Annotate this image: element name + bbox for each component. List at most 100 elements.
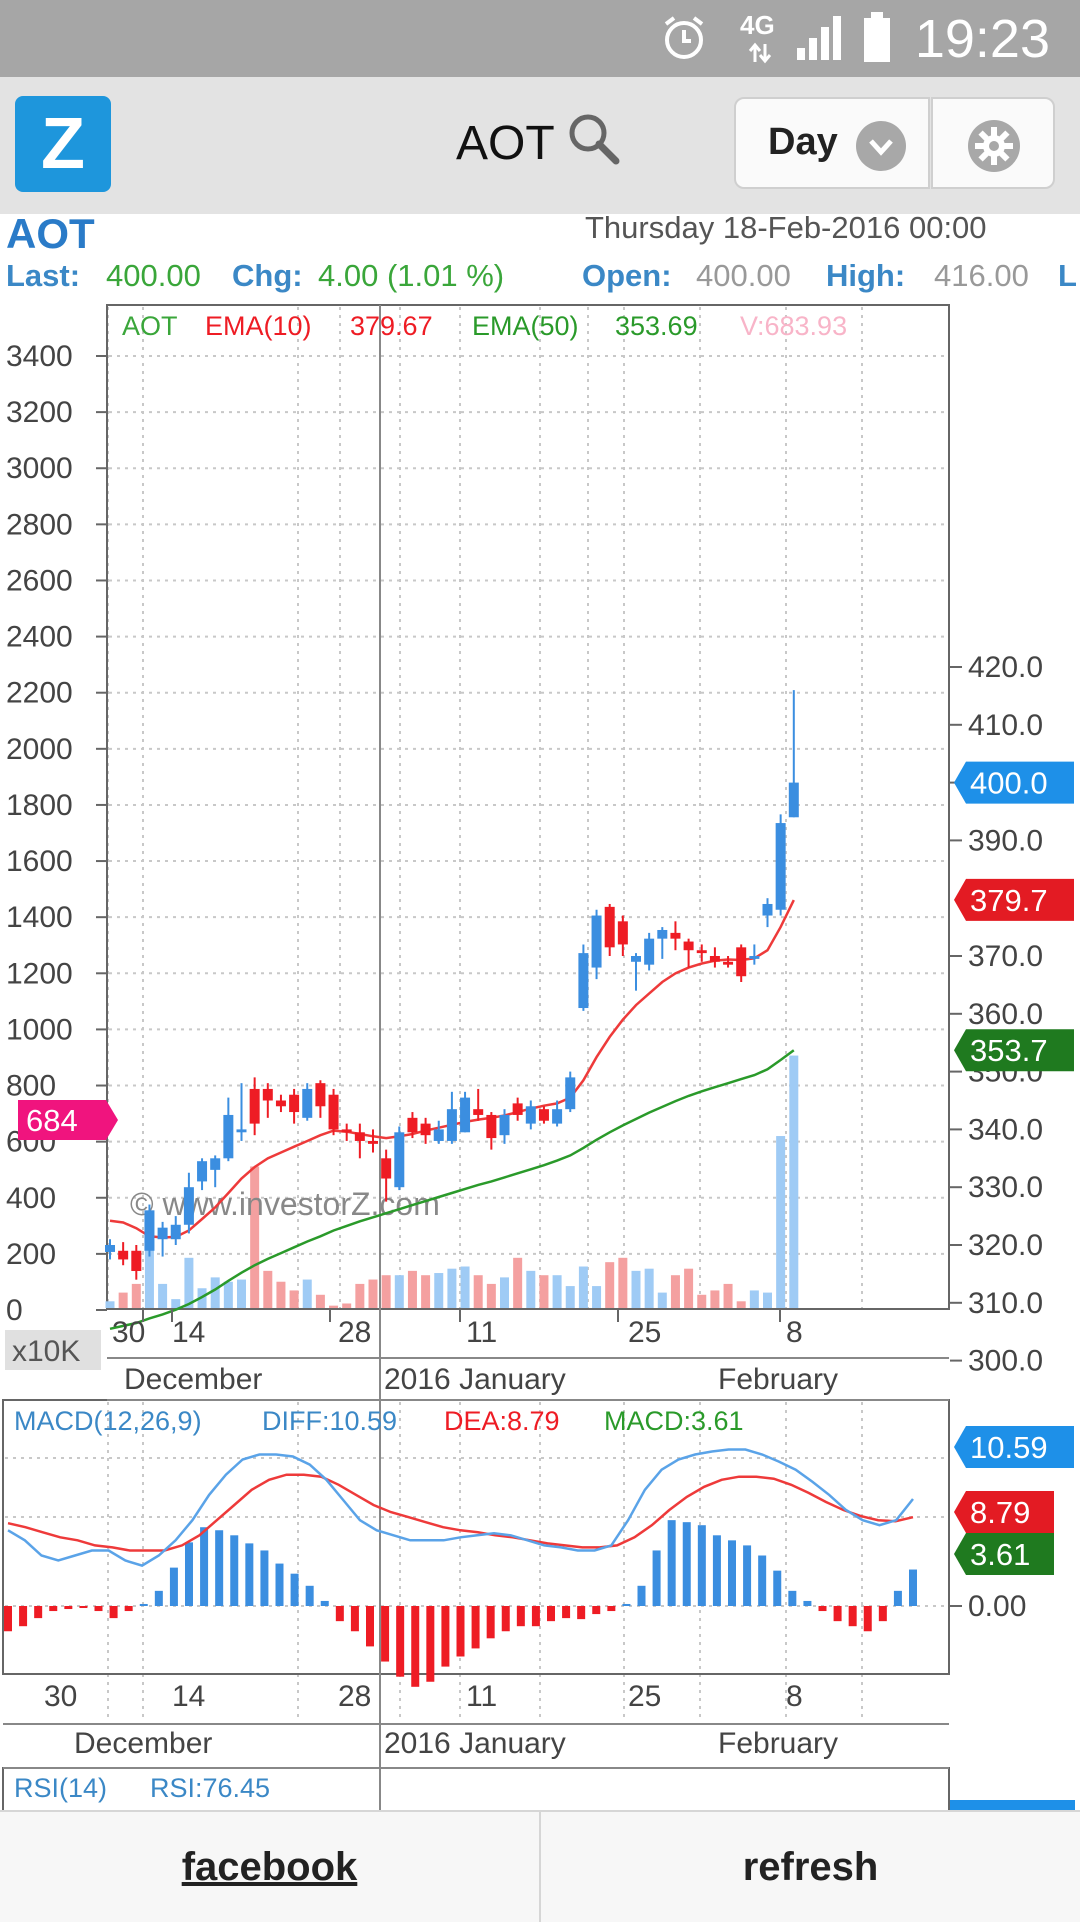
price-legend: AOT EMA(10) 379.67 EMA(50) 353.69 V:683.… — [122, 311, 847, 341]
candle — [657, 927, 668, 959]
candle — [275, 1094, 286, 1113]
candle — [723, 956, 734, 968]
volume-bar — [670, 1275, 680, 1308]
macd-diff-badge: 10.59 — [954, 1426, 1074, 1468]
price-tick: 360.0 — [968, 998, 1043, 1031]
volume-bar — [250, 1166, 260, 1308]
macd-hist-bar — [49, 1606, 58, 1612]
price-tick: 310.0 — [968, 1287, 1043, 1320]
volume-bar — [368, 1279, 378, 1308]
macd-hist-bar — [19, 1606, 28, 1627]
volume-bar — [526, 1270, 536, 1308]
search-icon[interactable] — [566, 111, 620, 165]
macd-hist-bar — [622, 1603, 631, 1606]
macd-hist-bar — [637, 1585, 646, 1606]
month-label: February — [718, 1363, 838, 1396]
volume-tick: 1000 — [6, 1013, 73, 1046]
facebook-button[interactable]: facebook — [0, 1812, 541, 1922]
date-tick: 14 — [172, 1316, 205, 1349]
volume-bar — [789, 1055, 799, 1308]
price-tick: 320.0 — [968, 1229, 1043, 1262]
volume-tick: 800 — [6, 1070, 56, 1103]
macd-hist-bar — [169, 1567, 178, 1606]
macd-hist-bar — [501, 1606, 510, 1632]
network-type-label: 4G — [740, 10, 775, 40]
candle — [236, 1083, 247, 1141]
bottom-bar: facebook refresh — [0, 1810, 1080, 1922]
rsi-panel-frame — [2, 1767, 950, 1810]
volume-bar — [605, 1262, 615, 1308]
volume-tick: 0 — [6, 1294, 23, 1327]
period-dropdown[interactable]: Day — [734, 97, 930, 189]
svg-text:684: 684 — [26, 1103, 78, 1138]
macd-hist-bar — [758, 1555, 767, 1606]
high-value: 416.00 — [934, 258, 1029, 293]
volume-bar — [684, 1268, 694, 1308]
stock-chart[interactable]: AOT Thursday 18-Feb-2016 00:00 Last: 400… — [0, 214, 1080, 1810]
volume-bar — [210, 1277, 220, 1308]
candle — [105, 1239, 115, 1260]
macd-hist-bar — [215, 1530, 224, 1606]
macd-hist-bar — [893, 1590, 902, 1606]
quote-date: Thursday 18-Feb-2016 00:00 — [585, 214, 987, 245]
last-price-badge: 400.0 — [954, 761, 1074, 804]
ema50-path — [109, 1049, 795, 1331]
candle — [223, 1097, 234, 1162]
candle — [118, 1242, 129, 1266]
macd-hist-bar — [577, 1606, 586, 1620]
candle — [460, 1091, 471, 1133]
quote-symbol: AOT — [6, 214, 95, 257]
candle — [486, 1112, 497, 1150]
macd-hist-bar — [94, 1606, 103, 1612]
volume-bar — [263, 1270, 273, 1308]
macd-hist-bar — [139, 1603, 148, 1606]
volume-bar — [381, 1275, 391, 1308]
macd-hist-bar — [652, 1550, 661, 1606]
volume-tick: 3400 — [6, 340, 73, 373]
candle — [762, 898, 773, 928]
svg-text:379.7: 379.7 — [970, 883, 1048, 918]
macd-hist-bar — [4, 1606, 12, 1632]
app-logo[interactable]: Z — [15, 96, 111, 192]
symbol-title[interactable]: AOT — [456, 117, 555, 170]
macd-hist-bar — [471, 1606, 480, 1649]
volume-unit: x10K — [12, 1335, 80, 1368]
legend-ema10-value: 379.67 — [350, 311, 433, 341]
volume-bar — [618, 1257, 628, 1308]
volume-tick: 2400 — [6, 621, 73, 654]
watermark: © www.investorZ.com — [130, 1186, 440, 1222]
volume-bar — [565, 1286, 575, 1308]
candle — [604, 903, 615, 956]
battery-icon — [864, 12, 890, 62]
volume-bar — [434, 1273, 444, 1308]
volume-unit-box — [5, 1330, 101, 1370]
legend-ema50-label: EMA(50) — [472, 311, 579, 341]
chart-area[interactable]: AOT Thursday 18-Feb-2016 00:00 Last: 400… — [0, 214, 1080, 1810]
macd-hist-bar — [396, 1606, 405, 1677]
volume-bar — [407, 1270, 417, 1308]
volume-bar — [552, 1275, 562, 1308]
month-label: December — [124, 1363, 262, 1396]
alarm-icon — [664, 16, 704, 59]
macd-hist-bar — [562, 1606, 571, 1619]
candle — [157, 1221, 168, 1257]
volume-bar — [697, 1294, 707, 1308]
macd-hist-bar — [411, 1606, 420, 1687]
candle — [709, 947, 720, 968]
macd-hist-bar — [185, 1542, 193, 1606]
value-badges: 400.0 379.7 353.7 684 10.59 8.79 3.61 — [18, 761, 1074, 1575]
macd-hist-bar — [712, 1535, 721, 1606]
refresh-button[interactable]: refresh — [541, 1812, 1080, 1922]
volume-bar — [763, 1292, 772, 1308]
macd-tick: 0.00 — [968, 1590, 1026, 1623]
candlesticks — [105, 690, 799, 1280]
macd-hist-bar — [200, 1527, 209, 1606]
last-label: Last: — [6, 258, 80, 293]
candle — [197, 1158, 208, 1191]
candle — [262, 1083, 273, 1118]
settings-button[interactable] — [931, 97, 1055, 189]
volume-bar — [355, 1283, 365, 1308]
rsi-value-legend: RSI:76.45 — [150, 1773, 270, 1803]
macd-hist-bar — [848, 1606, 857, 1627]
macd-value-legend: MACD:3.61 — [604, 1406, 744, 1436]
